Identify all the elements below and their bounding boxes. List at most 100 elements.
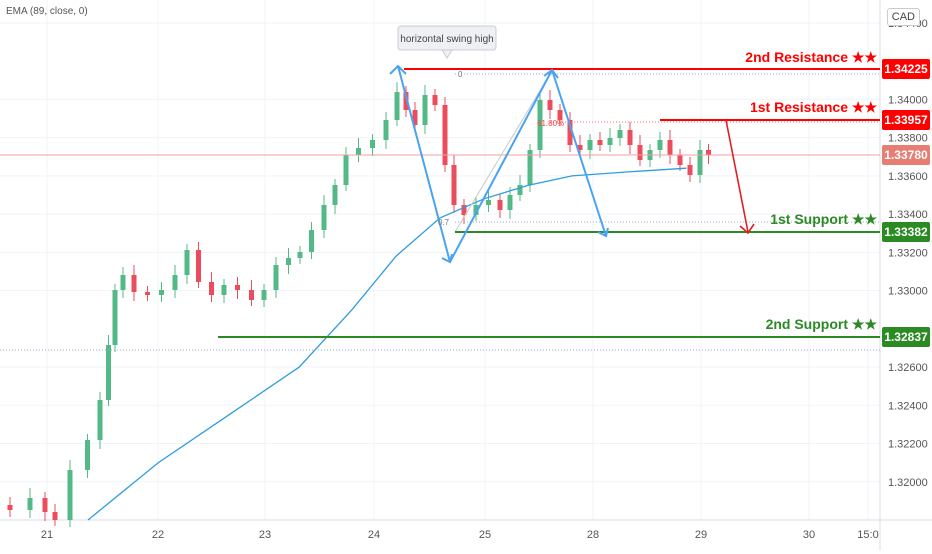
candle	[557, 110, 563, 120]
candle	[67, 470, 73, 520]
arrow-head	[543, 68, 559, 79]
candle	[332, 185, 338, 205]
arrow-head	[597, 227, 609, 238]
candle	[235, 285, 240, 290]
candle	[403, 92, 409, 110]
candle	[131, 275, 137, 292]
price-badge-value: 1.34225	[884, 62, 928, 76]
level-label: 1st Support ★★	[770, 211, 877, 227]
candle	[221, 285, 227, 295]
candle	[667, 140, 673, 155]
candle	[442, 105, 448, 165]
candle	[422, 95, 428, 125]
ema-line	[87, 167, 687, 521]
price-badge-value: 1.33957	[884, 113, 928, 127]
candle	[657, 140, 663, 150]
candle	[587, 140, 593, 150]
candle	[273, 265, 279, 290]
candle	[249, 290, 254, 300]
price-badge-value: 1.33382	[884, 225, 928, 239]
y-tick-label: 1.32400	[888, 400, 928, 412]
y-tick-label: 1.32200	[888, 439, 928, 451]
candle	[567, 120, 573, 145]
x-tick-label: 28	[587, 529, 599, 541]
candle	[286, 258, 291, 265]
candle	[537, 100, 543, 150]
price-badge-current	[882, 145, 930, 165]
fib-diagonal	[454, 73, 551, 233]
level-label: 2nd Resistance ★★	[745, 49, 877, 65]
level-label: 1st Resistance ★★	[750, 99, 877, 115]
candle	[394, 92, 400, 120]
price-badge-support	[882, 327, 930, 347]
candle	[145, 292, 150, 295]
candle	[261, 290, 267, 300]
candle	[486, 200, 491, 205]
price-badge-resistance	[882, 110, 930, 130]
price-badge-support	[882, 222, 930, 242]
candle	[432, 95, 438, 105]
candle	[547, 100, 553, 110]
candle	[27, 498, 33, 510]
candle	[112, 290, 118, 345]
candle	[383, 120, 389, 140]
candle	[473, 205, 479, 215]
x-tick-label: 24	[368, 529, 380, 541]
candle	[637, 145, 643, 160]
candle	[577, 145, 583, 150]
fib-label: 0.7	[438, 218, 450, 227]
candle	[607, 138, 613, 145]
candle	[370, 140, 375, 148]
candle	[106, 345, 111, 400]
price-badge-value: 1.33780	[884, 148, 928, 162]
x-tick-label: 25	[479, 529, 491, 541]
candle	[527, 150, 533, 185]
currency-label[interactable]: CAD	[886, 8, 920, 26]
candle	[172, 275, 178, 290]
y-tick-label: 1.33800	[888, 133, 928, 145]
candle	[451, 165, 457, 205]
candle	[617, 130, 623, 138]
candle	[627, 130, 633, 145]
price-badge-resistance	[882, 59, 930, 79]
candle	[697, 150, 703, 175]
projected-arrow-head	[739, 223, 755, 235]
y-tick-label: 1.32000	[888, 477, 928, 489]
candle	[356, 148, 361, 155]
candle	[343, 155, 349, 185]
y-tick-label: 1.33000	[888, 286, 928, 298]
candle	[85, 440, 90, 470]
candle	[120, 275, 126, 290]
candle	[196, 250, 201, 282]
candle	[297, 252, 303, 258]
candle	[52, 512, 58, 520]
candle	[309, 230, 314, 252]
y-tick-label: 1.33600	[888, 171, 928, 183]
x-tick-label: 22	[152, 529, 164, 541]
swing-arrow	[397, 65, 451, 263]
y-tick-label: 1.34000	[888, 94, 928, 106]
candle	[597, 140, 603, 145]
level-label: 2nd Support ★★	[766, 316, 878, 332]
fib-label: 0	[458, 70, 463, 79]
candle	[42, 498, 48, 512]
callout-text: horizontal swing high	[400, 34, 493, 45]
y-tick-label: 1.33400	[888, 209, 928, 221]
candle	[321, 205, 327, 230]
x-tick-label: 15:0	[857, 529, 878, 541]
candle	[706, 150, 711, 155]
fib-label: 61.80%	[537, 119, 564, 128]
candle	[184, 250, 190, 275]
swing-arrow	[449, 69, 553, 263]
candle	[677, 155, 683, 165]
ema-indicator-label[interactable]: EMA (89, close, 0)	[6, 6, 88, 17]
candle	[517, 185, 523, 195]
x-tick-label: 23	[259, 529, 271, 541]
candle	[7, 505, 13, 510]
x-tick-label: 29	[695, 529, 707, 541]
candle	[209, 282, 214, 295]
x-tick-label: 30	[803, 529, 815, 541]
